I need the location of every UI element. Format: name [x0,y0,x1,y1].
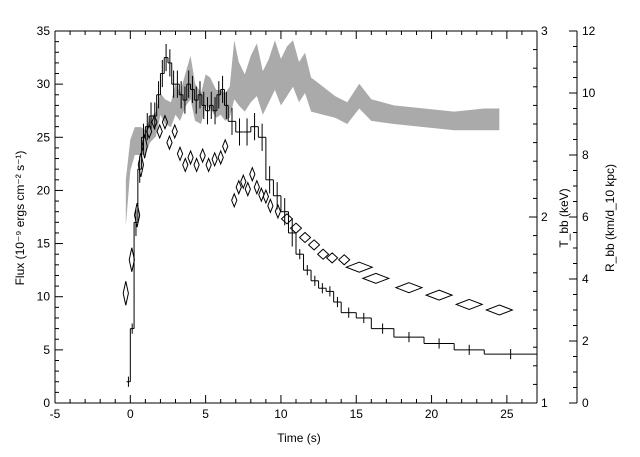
y-left-tick-label: 30 [37,77,51,91]
y-left-tick-label: 20 [37,183,51,197]
temperature-diamond [289,222,303,234]
y-right-outer-tick-label: 2 [582,334,589,348]
temperature-diamond [258,186,265,203]
temperature-diamond [454,298,484,310]
y-left-tick-label: 25 [37,130,51,144]
temperature-diamond [337,254,351,266]
x-tick-label: 10 [274,407,288,421]
x-tick-label: 15 [350,407,364,421]
temperature-diamond [484,304,514,316]
x-axis-title: Time (s) [277,431,321,445]
temperature-diamond [193,157,200,173]
y-right-outer-axis-title: R_bb (km/d_10 kpc) [603,164,617,272]
temperature-diamond [199,147,206,164]
temperature-diamond [217,149,224,166]
temperature-diamond [244,181,251,197]
temperature-diamond [166,134,173,151]
y-right-inner-tick-label: 1 [541,396,548,410]
temperature-diamond [316,248,330,260]
temperature-diamond [222,138,229,155]
radius-band-layer [125,40,500,227]
temperature-diamond-layer [122,114,514,316]
temperature-diamond [171,123,178,140]
x-tick-label: 25 [500,407,514,421]
temperature-diamond [146,123,153,140]
y-left-tick-label: 35 [37,24,51,38]
temperature-diamond [298,231,312,244]
temperature-diamond [325,252,339,264]
x-tick-label: -5 [50,407,61,421]
y-left-tick-label: 10 [37,290,51,304]
y-right-outer-tick-label: 12 [582,24,596,38]
x-tick-label: 20 [425,407,439,421]
temperature-diamond [307,239,321,251]
temperature-diamond [176,145,184,162]
y-right-outer-tick-label: 0 [582,396,589,410]
temperature-diamond [187,149,194,166]
temperature-diamond [274,203,282,220]
y-right-inner-tick-label: 2 [541,210,548,224]
y-right-outer-tick-label: 10 [582,86,596,100]
y-left-axis-title: Flux (10⁻⁹ ergs cm⁻² s⁻¹) [13,151,27,286]
x-tick-label: 0 [127,407,134,421]
temperature-diamond [249,166,256,183]
temperature-diamond [424,289,454,301]
temperature-diamond [235,179,242,196]
radius-band [125,40,500,227]
temperature-diamond [394,282,424,294]
temperature-diamond [240,173,247,190]
y-left-tick-label: 15 [37,237,51,251]
temperature-diamond [128,247,135,272]
temperature-diamond [205,157,212,173]
temperature-diamond [253,179,260,196]
y-right-outer-tick-label: 4 [582,272,589,286]
y-right-outer-tick-label: 8 [582,148,589,162]
y-right-outer-tick-label: 6 [582,210,589,224]
temperature-diamond [262,188,270,205]
temperature-diamond [122,281,129,306]
temperature-diamond [156,123,163,140]
y-left-tick-label: 5 [43,343,50,357]
temperature-diamond [151,114,158,130]
y-right-inner-tick-label: 3 [541,24,548,38]
y-left-tick-label: 0 [43,396,50,410]
x-tick-label: 5 [202,407,209,421]
temperature-diamond [141,134,148,159]
temperature-diamond [182,157,189,173]
temperature-diamond [137,152,144,178]
temperature-diamond [231,192,238,209]
temperature-diamond [280,213,294,225]
temperature-diamond [133,203,141,228]
temperature-diamond [161,114,169,130]
y-right-inner-axis-title: T_bb (keV) [557,188,571,247]
temperature-diamond [211,151,218,168]
temperature-diamond [344,261,374,273]
temperature-diamond [361,272,391,284]
temperature-diamond [267,197,274,214]
